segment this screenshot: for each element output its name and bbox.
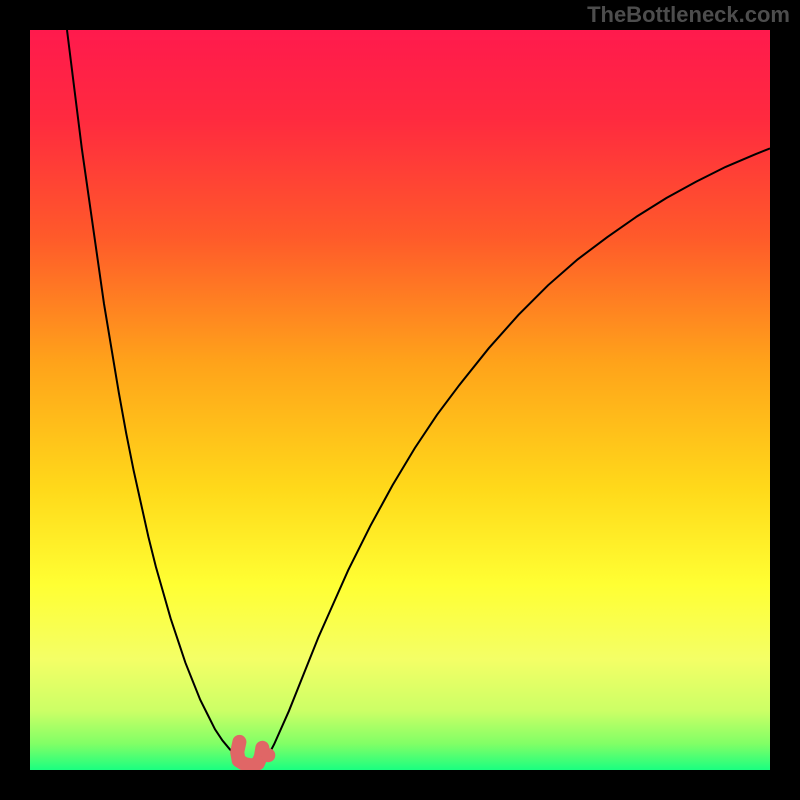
figure-root: TheBottleneck.com <box>0 0 800 800</box>
marker-dot <box>261 748 275 762</box>
gradient-background <box>30 30 770 770</box>
chart-svg <box>0 0 800 800</box>
watermark-text: TheBottleneck.com <box>587 2 790 28</box>
